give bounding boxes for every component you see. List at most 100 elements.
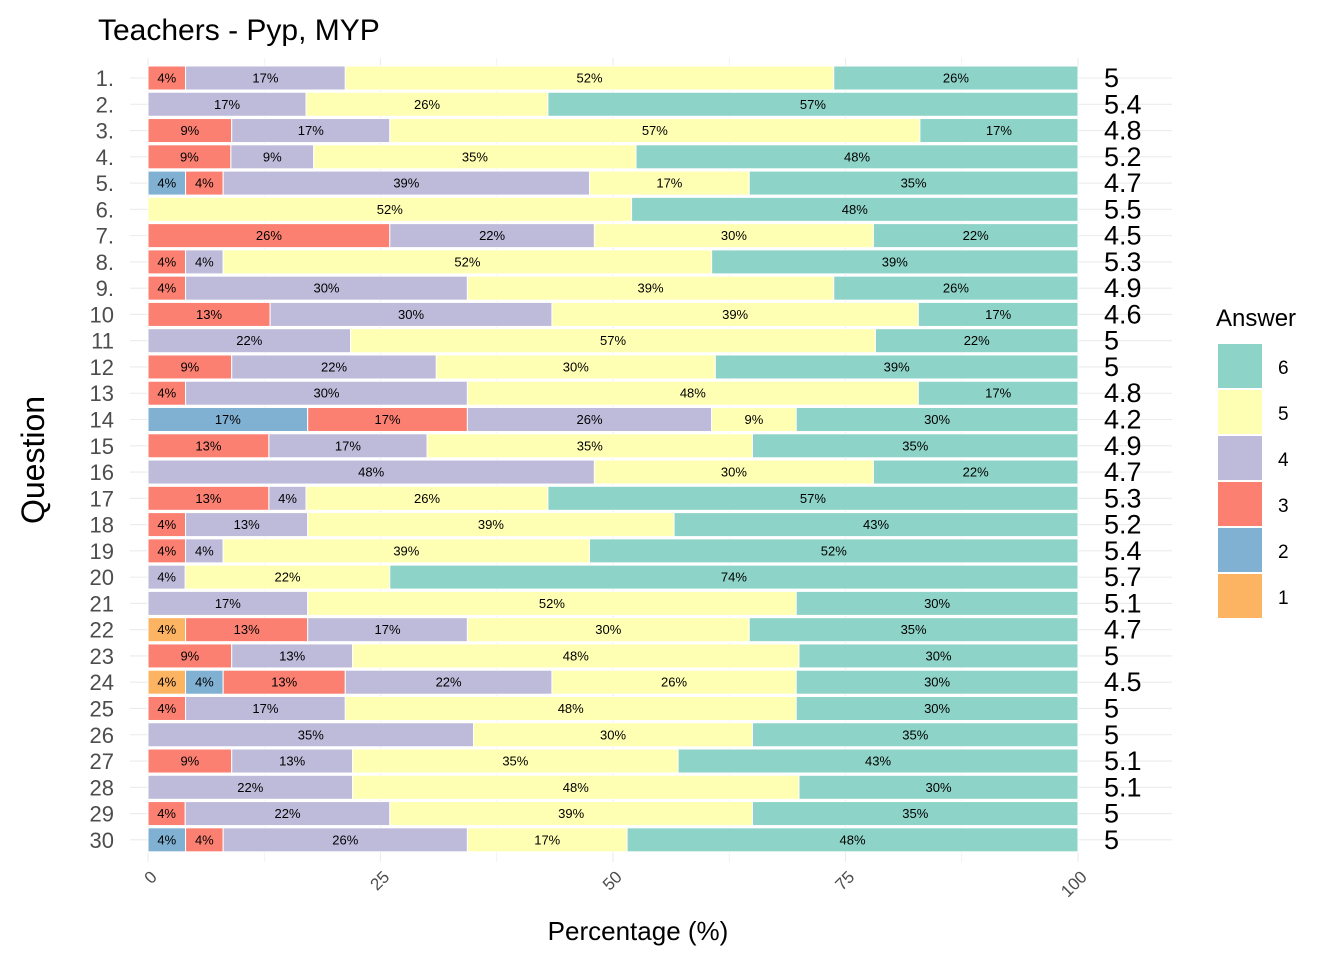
bar-segment [222,827,468,853]
bar-segment [268,485,307,511]
mean-value-label: 5.2 [1104,142,1142,172]
bar-data-label: 17% [214,97,240,112]
bar-data-label: 26% [943,71,969,86]
bar-data-label: 9% [180,149,199,164]
question-label: 11 [91,329,114,354]
bar-data-label: 4% [195,254,214,269]
bar-data-label: 39% [393,543,419,558]
bar-segment [872,223,1079,249]
bar-data-label: 17% [534,832,560,847]
bar-segment [147,512,187,538]
mean-value-label: 5 [1104,693,1119,723]
bar-data-label: 52% [576,71,602,86]
bar-segment [305,91,549,117]
bar-segment [147,669,187,695]
bar-segment [466,380,919,406]
legend-swatch [1218,344,1262,388]
legend: Answer 6 5 4 3 2 1 [1216,305,1296,618]
bar-segment [626,827,1079,853]
bar-data-label: 30% [721,228,747,243]
bar-data-label: 48% [842,202,868,217]
bar-data-label: 39% [478,517,504,532]
question-label: 26 [90,723,114,748]
legend-swatch [1218,528,1262,572]
bar-segment [307,512,675,538]
bar-segment [185,380,468,406]
bar-segment [917,301,1079,327]
bar-data-label: 39% [638,281,664,296]
bar-data-label: 17% [985,386,1011,401]
bar-segment [147,144,232,170]
chart-title: Teachers - Pyp, MYP [98,14,380,47]
bar-data-label: 17% [335,438,361,453]
bar-segment [147,354,233,380]
bar-data-label: 22% [274,806,300,821]
bar-data-label: 52% [454,254,480,269]
bar-segment [147,643,233,669]
bar-segment [268,433,428,459]
bar-data-label: 17% [252,701,278,716]
bar-segment [473,722,753,748]
bar-segment [147,617,187,643]
bar-segment [184,801,391,827]
bar-data-label: 57% [642,123,668,138]
mean-value-label: 4.7 [1104,168,1142,198]
bar-segment [185,512,309,538]
bar-segment [147,407,309,433]
bar-data-label: 4% [157,675,176,690]
bar-segment [269,301,553,327]
mean-value-label: 5.2 [1104,510,1142,540]
legend-item-label: 4 [1278,450,1289,471]
question-label: 14 [90,408,114,433]
bar-data-label: 35% [902,438,928,453]
bar-data-label: 17% [298,123,324,138]
question-label: 22 [90,618,114,643]
bar-segment [147,170,187,196]
legend-swatch [1218,482,1262,526]
question-label: 17 [90,486,114,511]
bar-data-label: 35% [577,438,603,453]
bar-segment [589,538,1079,564]
bar-data-label: 30% [595,622,621,637]
legend-swatch [1218,574,1262,618]
mean-value-label: 5 [1104,720,1119,750]
bar-segment [230,144,315,170]
bar-data-label: 48% [563,648,589,663]
bar-segment [714,354,1079,380]
legend-item-label: 5 [1278,404,1289,425]
bar-data-label: 22% [964,333,990,348]
bar-data-label: 30% [600,727,626,742]
bar-data-label: 48% [358,465,384,480]
question-label: 7. [96,224,114,249]
bar-data-label: 17% [252,71,278,86]
bar-data-label: 35% [901,176,927,191]
bar-segment [631,196,1079,222]
bar-data-label: 22% [236,333,262,348]
bar-segment [872,459,1079,485]
bars-group: 4% 17% 52% 26% 17% 26% 57% 9% 17% 57% 17% 9% 9% 35% 48… [147,65,1079,853]
question-label: 21 [90,591,114,616]
bar-data-label: 17% [215,596,241,611]
question-label: 9. [96,276,114,301]
bar-segment [833,275,1079,301]
bar-segment [147,301,271,327]
question-label: 30 [90,828,114,853]
bar-data-label: 35% [901,622,927,637]
question-label: 2. [96,92,114,117]
mean-value-label: 5 [1104,352,1119,382]
bar-data-label: 4% [157,517,176,532]
bar-data-label: 4% [157,71,176,86]
bar-data-label: 26% [661,675,687,690]
bar-segment [147,827,187,853]
legend-item-label: 1 [1278,588,1289,609]
bar-data-label: 26% [576,412,602,427]
bar-data-label: 22% [436,675,462,690]
bar-data-label: 9% [180,648,199,663]
mean-value-label: 5.5 [1104,194,1142,224]
bar-data-label: 4% [195,543,214,558]
bar-data-label: 48% [840,832,866,847]
bar-segment [798,774,1079,800]
bar-data-label: 35% [462,149,488,164]
bar-segment [748,170,1079,196]
